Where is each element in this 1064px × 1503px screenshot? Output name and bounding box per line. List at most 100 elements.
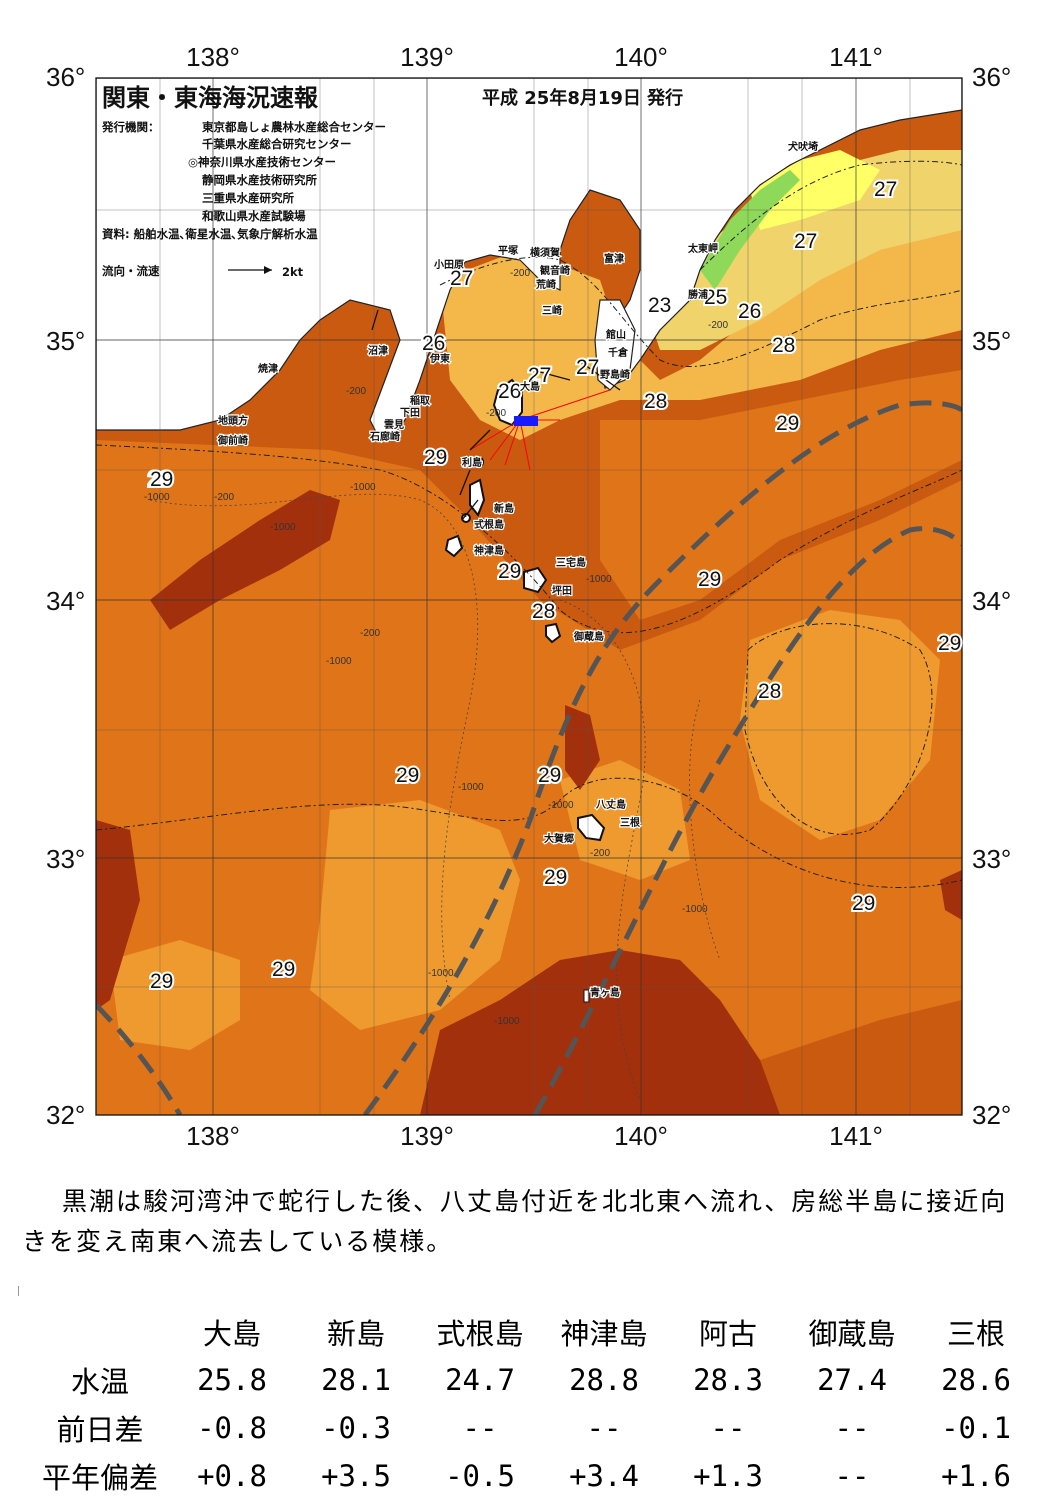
table-cell: 28.8 — [569, 1363, 639, 1397]
temp-label: 29 — [150, 970, 173, 993]
temp-label: 29 — [150, 468, 173, 491]
depth-label: -200 — [214, 492, 234, 503]
observation-table: 大島 新島 式根島 神津島 阿古 御蔵島 三根 水温 25.8 28.1 24.… — [30, 1308, 1038, 1500]
place-label: 焼津 — [258, 362, 278, 375]
issuer-2: 千葉県水産総合研究センター — [202, 137, 352, 151]
place-label: 稲取 — [410, 394, 431, 407]
lon-label-bottom-141: 141° — [829, 1121, 883, 1151]
current-arrows — [469, 389, 611, 471]
place-label: 勝浦 — [688, 288, 708, 301]
place-label: 式根島 — [474, 518, 504, 531]
island-kozushima — [444, 534, 464, 558]
sst-30-patch-east — [940, 870, 962, 920]
sea-surface-temperature-map: 138° 139° 140° 141° 138° 139° 140° 141° … — [46, 42, 1011, 1151]
sst-28-patch-east — [740, 610, 940, 840]
issuer-4: 静岡県水産技術研究所 — [202, 173, 317, 187]
temp-label: 29 — [148, 468, 171, 491]
column-header: 阿古 — [698, 1317, 757, 1351]
column-header: 新島 — [326, 1317, 385, 1351]
island-hachijojima — [577, 813, 606, 842]
temp-label: 23 — [648, 294, 671, 317]
lat-label-left-36: 36° — [46, 62, 85, 92]
column-header: 三根 — [946, 1317, 1005, 1351]
place-label: 平塚 — [498, 244, 518, 257]
current-vectors — [371, 309, 621, 521]
place-label: 富津 — [604, 252, 624, 265]
table-cell: -0.3 — [321, 1411, 391, 1445]
lat-label-right-32: 32° — [972, 1100, 1011, 1130]
temp-label: 29 — [544, 866, 567, 889]
table-cell: +3.5 — [321, 1459, 391, 1493]
issue-date: 平成 25年8月19日 発行 — [482, 87, 683, 109]
table-cell: 27.4 — [817, 1363, 887, 1397]
current-legend-value: 2kt — [282, 265, 304, 279]
depth-label: -1000 — [270, 522, 296, 533]
lat-label-right-36: 36° — [972, 62, 1011, 92]
land-boso — [594, 299, 636, 391]
table-cell: -- — [710, 1411, 746, 1445]
place-label: 横須賀 — [530, 246, 560, 259]
table-corner — [30, 1308, 170, 1356]
place-names: 犬吠埼 太東岬 勝浦 富津 横須賀 観音崎 荒崎 三崎 平塚 小田原 館山 千倉… — [216, 139, 820, 1001]
temp-label: 28 — [758, 680, 781, 703]
temp-label: 29 — [498, 560, 521, 583]
place-label: 小田原 — [433, 258, 464, 271]
depth-label: -200 — [578, 632, 598, 643]
isotherms — [96, 160, 962, 888]
current-legend-arrow — [228, 266, 272, 274]
lon-label-bottom-138: 138° — [186, 1121, 240, 1151]
current-legend-label: 流向・流速 — [102, 264, 160, 278]
place-label: 利島 — [462, 456, 482, 469]
depth-label: -200 — [708, 320, 728, 331]
table-cell: -- — [462, 1411, 498, 1445]
lon-label-bottom-139: 139° — [400, 1121, 454, 1151]
lat-label-left-32: 32° — [46, 1100, 85, 1130]
sst-30-patch-south — [420, 950, 780, 1115]
column-header: 式根島 — [436, 1317, 524, 1351]
island-miyakejima — [523, 566, 548, 594]
island-toshima — [472, 456, 484, 468]
place-label: 館山 — [605, 328, 626, 341]
table-cell: -0.5 — [445, 1459, 515, 1493]
place-label: 坪田 — [552, 584, 572, 597]
lon-label-bottom-140: 140° — [614, 1121, 668, 1151]
temp-label: 29 — [424, 446, 447, 469]
place-label: 太東岬 — [687, 242, 718, 255]
island-mikurajima — [545, 622, 562, 644]
place-label: 青ヶ島 — [590, 986, 620, 999]
table-cell: 28.1 — [321, 1363, 391, 1397]
temp-label: 29 — [698, 568, 721, 591]
temp-label: 29 — [776, 412, 799, 435]
place-label: 神津島 — [474, 544, 504, 557]
issuer-label: 発行機関： — [101, 120, 160, 134]
temp-label: 28 — [772, 334, 795, 357]
place-label: 御前崎 — [217, 434, 248, 447]
divider-mark — [18, 1286, 19, 1296]
depth-label: -1000 — [144, 492, 170, 503]
table-cell: 25.8 — [197, 1363, 267, 1397]
row-header: 前日差 — [56, 1413, 144, 1447]
place-label: 下田 — [400, 407, 420, 419]
depth-label: -1000 — [682, 904, 708, 915]
temp-label: 28 — [772, 334, 795, 357]
column-header: 神津島 — [560, 1317, 648, 1351]
issuer-5: 三重県水産研究所 — [202, 191, 294, 205]
temp-label: 29 — [272, 958, 295, 981]
column-header: 御蔵島 — [808, 1317, 896, 1351]
lon-label-top-141: 141° — [829, 42, 883, 72]
lon-label-top-138: 138° — [186, 42, 240, 72]
minor-grid — [96, 78, 962, 1115]
issuer-1: 東京都島しょ農林水産総合センター — [202, 120, 386, 134]
lat-label-left-34: 34° — [46, 586, 85, 616]
depth-label: -1000 — [326, 656, 352, 667]
depth-label: -1000 — [458, 782, 484, 793]
depth-label: -1000 — [548, 800, 574, 811]
lat-lon-grid — [96, 78, 962, 1115]
place-label: 石廊崎 — [369, 430, 400, 443]
temp-label: 28 — [532, 600, 555, 623]
place-label: 荒崎 — [535, 278, 556, 291]
depth-label: -1000 — [586, 574, 612, 585]
place-label: 大島 — [520, 380, 540, 393]
place-label: 三宅島 — [556, 556, 586, 569]
temp-label: 29 — [852, 892, 875, 915]
